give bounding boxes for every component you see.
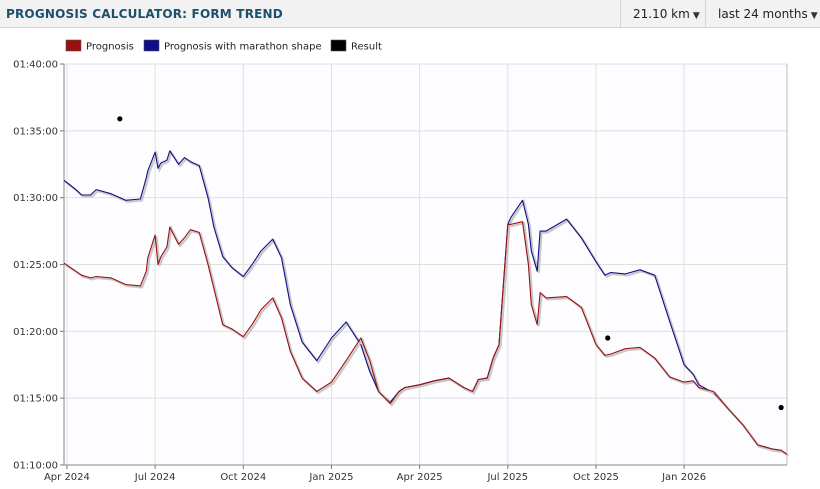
x-tick-label: Jan 2025 — [308, 472, 353, 483]
y-axis-labels: 01:10:00 01:15:00 01:20:00 01:25:00 01:30:00… — [13, 60, 58, 472]
chart-grid — [64, 63, 787, 466]
result-point[interactable] — [778, 404, 784, 411]
y-tick-label: 01:10:00 — [13, 461, 58, 472]
prognosis-line — [63, 221, 788, 455]
legend-swatch — [65, 39, 82, 52]
x-tick-label: Jan 2026 — [661, 472, 706, 483]
result-point[interactable] — [117, 116, 123, 122]
panel-title: PROGNOSIS CALCULATOR: FORM TREND — [6, 7, 283, 21]
legend-label: Prognosis — [86, 42, 134, 53]
chevron-down-icon: ▼ — [810, 11, 818, 21]
y-tick-label: 01:25:00 — [13, 260, 58, 271]
chart-axes — [60, 63, 788, 469]
x-tick-label: Jul 2024 — [134, 472, 176, 483]
distance-dropdown-label: 21.10 km — [633, 7, 690, 21]
x-tick-label: Oct 2024 — [220, 472, 266, 483]
range-dropdown-label: last 24 months — [718, 7, 808, 21]
x-tick-label: Apr 2025 — [397, 472, 443, 483]
form-trend-chart: 01:10:00 01:15:00 01:20:00 01:25:00 01:30:00… — [13, 39, 790, 483]
legend-swatch — [330, 39, 347, 52]
chart-frame: 01:10:00 01:15:00 01:20:00 01:25:00 01:30:00… — [0, 28, 820, 489]
chart-series — [63, 149, 790, 457]
y-tick-label: 01:35:00 — [13, 126, 58, 137]
y-tick-label: 01:15:00 — [13, 394, 58, 405]
x-tick-label: Jul 2025 — [486, 472, 528, 483]
x-tick-label: Apr 2024 — [44, 472, 90, 483]
legend-label: Prognosis with marathon shape — [164, 42, 322, 53]
result-points — [117, 116, 784, 411]
y-tick-label: 01:20:00 — [13, 327, 58, 338]
distance-dropdown[interactable]: 21.10 km ▼ — [620, 0, 705, 27]
panel-header: PROGNOSIS CALCULATOR: FORM TREND 21.10 k… — [0, 0, 820, 28]
chart-legend: Prognosis Prognosis with marathon shape Re… — [65, 39, 382, 53]
y-tick-label: 01:30:00 — [13, 193, 58, 204]
x-axis-labels: Apr 2024 Jul 2024 Oct 2024 Jan 2025 Apr 2025… — [44, 472, 706, 483]
chevron-down-icon: ▼ — [692, 11, 700, 21]
y-tick-label: 01:40:00 — [13, 60, 58, 71]
x-tick-label: Oct 2025 — [573, 472, 619, 483]
result-point[interactable] — [605, 335, 611, 341]
prognosis-line-shadow — [64, 221, 790, 457]
range-dropdown[interactable]: last 24 months ▼ — [705, 0, 820, 27]
legend-label: Result — [351, 42, 382, 53]
legend-swatch — [143, 39, 160, 52]
